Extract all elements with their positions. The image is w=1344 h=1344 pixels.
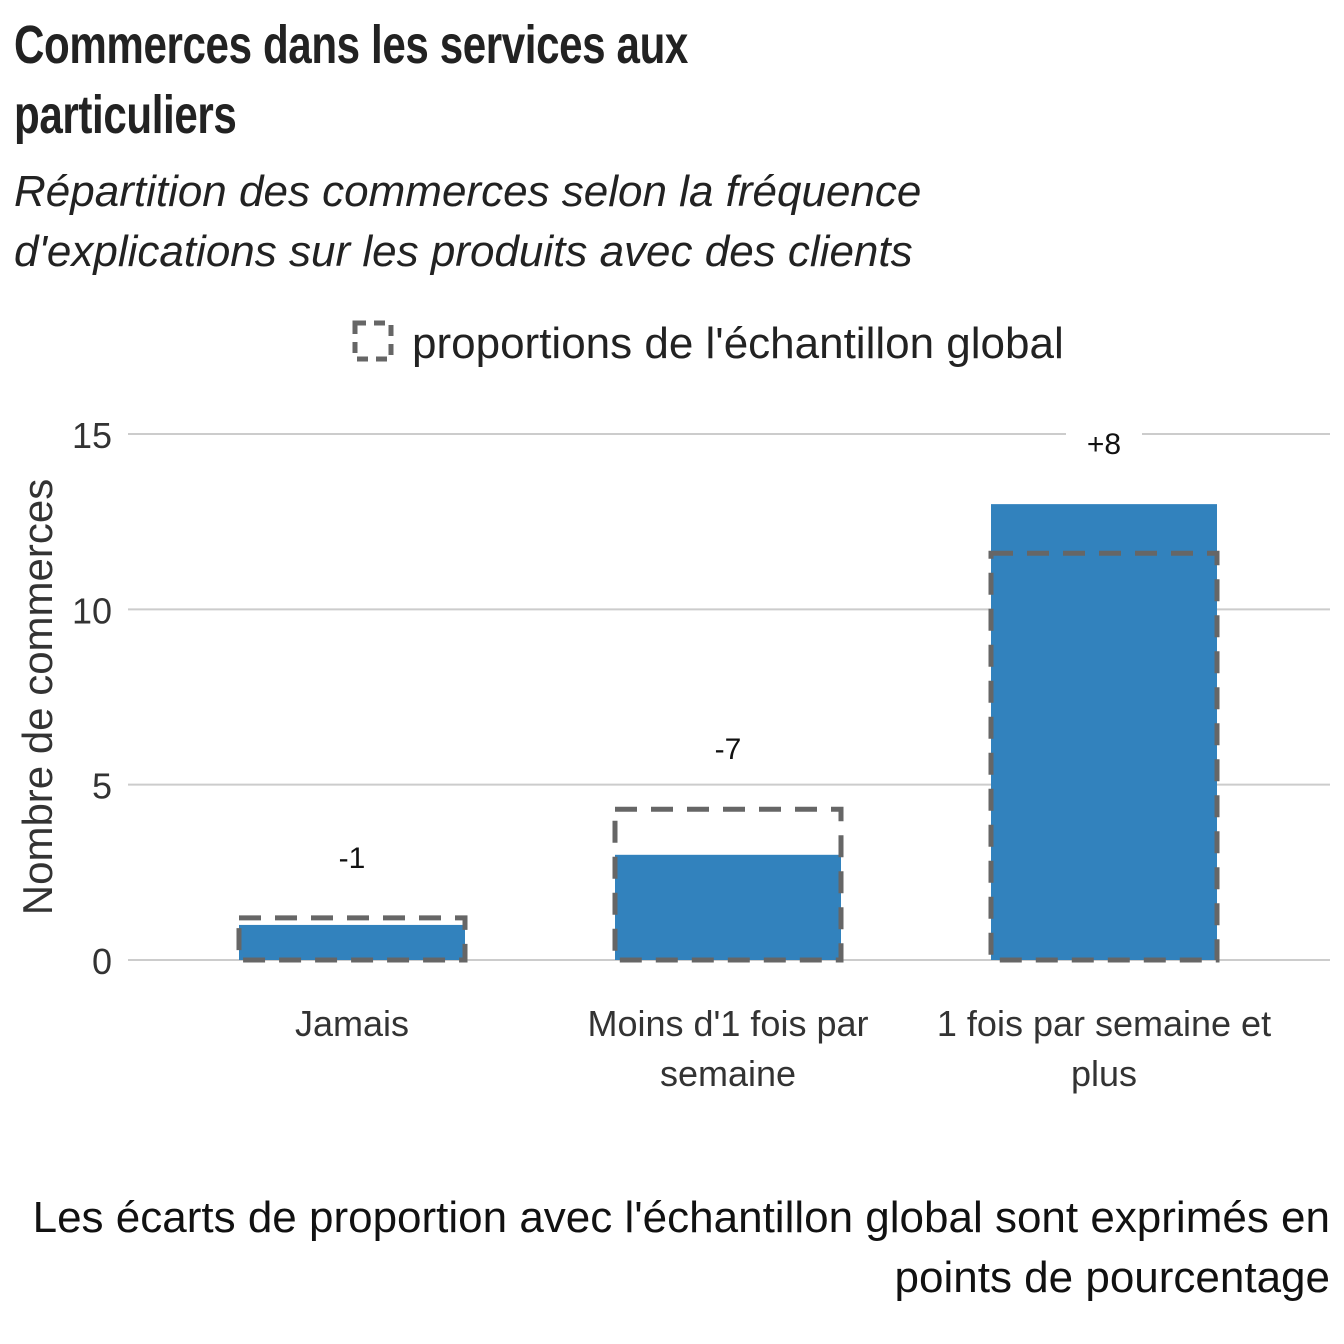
data-label-background	[690, 727, 766, 776]
reference-outline	[236, 915, 468, 963]
bar	[239, 924, 465, 960]
data-label: -7	[715, 733, 742, 766]
chart-title: Commerces dans les services aux particul…	[14, 15, 688, 145]
data-label-background	[314, 835, 390, 884]
y-tick-label: 10	[72, 590, 112, 631]
chart-caption: Les écarts de proportion avec l'échantil…	[32, 1193, 1330, 1302]
y-tick-label: 0	[92, 941, 112, 982]
reference-outlines	[236, 550, 1220, 963]
x-tick-label: Moins d'1 fois par	[587, 1003, 868, 1044]
legend-label: proportions de l'échantillon global	[412, 319, 1064, 368]
y-tick-label: 15	[72, 415, 112, 456]
reference-outline	[612, 806, 844, 963]
legend: proportions de l'échantillon global	[352, 319, 1064, 368]
y-axis-label: Nombre de commerces	[14, 479, 61, 915]
data-labels: -1 -7 +8	[314, 422, 1142, 884]
y-tick-label: 5	[92, 766, 112, 807]
data-label: +8	[1087, 428, 1121, 461]
y-axis-ticks: 0 5 10 15	[72, 415, 112, 982]
bars	[239, 504, 1217, 960]
x-tick-label: 1 fois par semaine et	[937, 1003, 1271, 1044]
bar	[991, 504, 1217, 960]
data-label: -1	[339, 842, 366, 875]
x-tick-label: Jamais	[295, 1003, 409, 1044]
x-tick-label: plus	[1071, 1053, 1137, 1094]
chart-subtitle: Répartition des commerces selon la fréqu…	[14, 167, 922, 276]
bar	[615, 854, 841, 960]
x-axis-labels: Jamais Moins d'1 fois par semaine 1 fois pa…	[295, 1003, 1271, 1094]
x-tick-label: semaine	[660, 1053, 796, 1094]
legend-swatch	[352, 320, 394, 362]
data-label-background	[1066, 422, 1142, 471]
reference-outline	[988, 550, 1220, 963]
